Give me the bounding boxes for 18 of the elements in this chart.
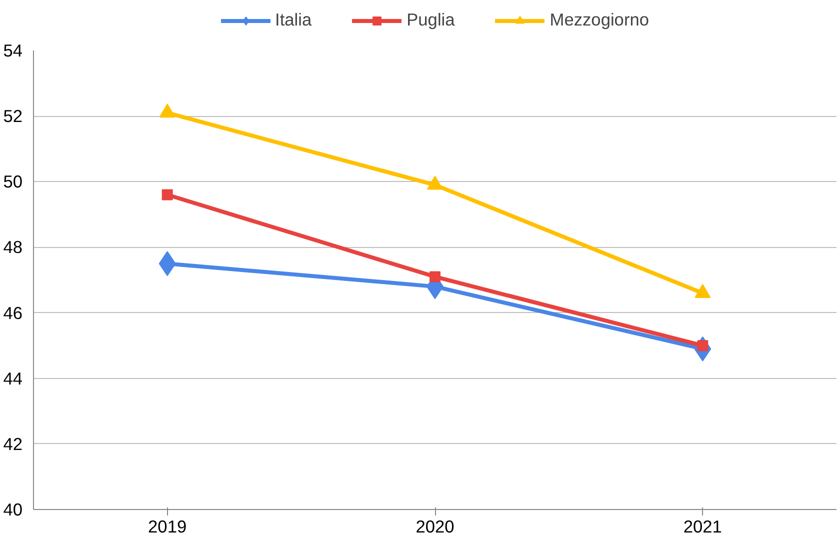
y-tick-label: 40 bbox=[3, 500, 23, 520]
legend-label: Mezzogiorno bbox=[550, 10, 649, 30]
point bbox=[159, 104, 176, 118]
y-tick-label: 54 bbox=[3, 40, 23, 60]
y-tick-label: 52 bbox=[3, 106, 23, 126]
y-tick-label: 48 bbox=[3, 237, 23, 258]
x-tick-label: 2021 bbox=[683, 516, 722, 535]
legend-label: Italia bbox=[275, 10, 312, 30]
x-tick-label: 2020 bbox=[416, 516, 454, 535]
y-tick-label: 42 bbox=[3, 434, 23, 454]
y-tick-label: 50 bbox=[3, 172, 23, 192]
point bbox=[427, 176, 443, 190]
legend-label: Puglia bbox=[406, 10, 455, 30]
x-tick-label: 2019 bbox=[148, 516, 187, 535]
point bbox=[162, 189, 173, 200]
y-tick-label: 46 bbox=[3, 302, 23, 323]
y-tick-label: 44 bbox=[3, 368, 23, 388]
point bbox=[430, 271, 440, 282]
